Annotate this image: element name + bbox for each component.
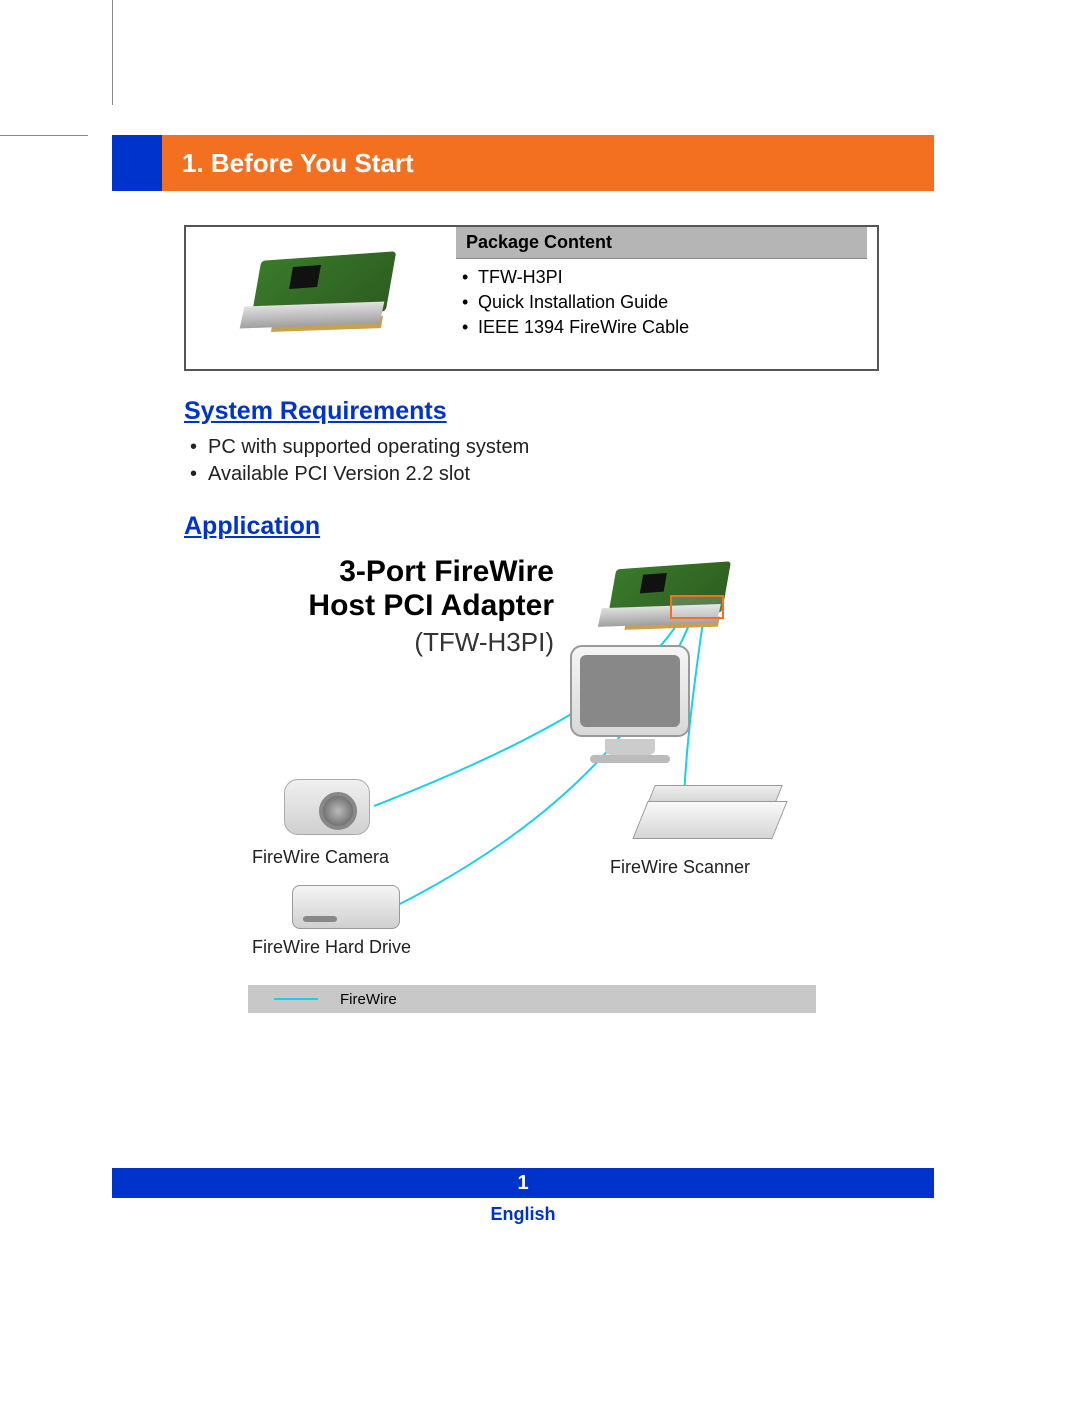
product-model: (TFW-H3PI)	[214, 627, 554, 658]
header-title: 1. Before You Start	[162, 135, 934, 191]
page-number: 1	[112, 1168, 934, 1198]
page-footer: 1 English	[112, 1168, 934, 1225]
hard-drive-icon	[292, 885, 400, 929]
application-diagram: 3-Port FireWire Host PCI Adapter (TFW-H3…	[184, 551, 879, 1031]
package-text-area: Package Content TFW-H3PI Quick Installat…	[456, 227, 877, 369]
camera-icon	[284, 779, 370, 835]
monitor-icon	[570, 645, 690, 763]
page-content: 1. Before You Start Package Content TFW-…	[112, 135, 934, 1031]
package-image-area	[186, 227, 456, 369]
system-requirements-list: PC with supported operating system Avail…	[208, 436, 934, 486]
product-title-line2: Host PCI Adapter	[308, 589, 554, 622]
crop-mark-horizontal	[0, 135, 88, 136]
product-title-line1: 3-Port FireWire	[339, 555, 554, 588]
pci-card-illustration	[226, 248, 416, 348]
hard-drive-label: FireWire Hard Drive	[252, 937, 411, 958]
camera-label: FireWire Camera	[252, 847, 389, 868]
package-item: TFW-H3PI	[478, 267, 867, 288]
requirement-item: Available PCI Version 2.2 slot	[208, 463, 934, 486]
product-title: 3-Port FireWire Host PCI Adapter	[214, 555, 554, 623]
section-header: 1. Before You Start	[112, 135, 934, 191]
package-title: Package Content	[456, 227, 867, 259]
requirement-item: PC with supported operating system	[208, 436, 934, 459]
crop-mark-vertical	[112, 0, 113, 105]
package-list: TFW-H3PI Quick Installation Guide IEEE 1…	[456, 259, 867, 338]
scanner-icon	[640, 785, 780, 855]
header-blue-block	[112, 135, 162, 191]
package-item: IEEE 1394 FireWire Cable	[478, 317, 867, 338]
package-content-box: Package Content TFW-H3PI Quick Installat…	[184, 225, 879, 371]
port-highlight-box	[670, 595, 724, 619]
system-requirements-heading: System Requirements	[184, 397, 934, 426]
legend-label: FireWire	[340, 991, 397, 1008]
legend-color-swatch	[274, 998, 318, 1000]
scanner-label: FireWire Scanner	[610, 857, 750, 878]
application-heading: Application	[184, 512, 934, 541]
language-label: English	[112, 1204, 934, 1225]
legend-bar: FireWire	[248, 985, 816, 1013]
package-item: Quick Installation Guide	[478, 292, 867, 313]
